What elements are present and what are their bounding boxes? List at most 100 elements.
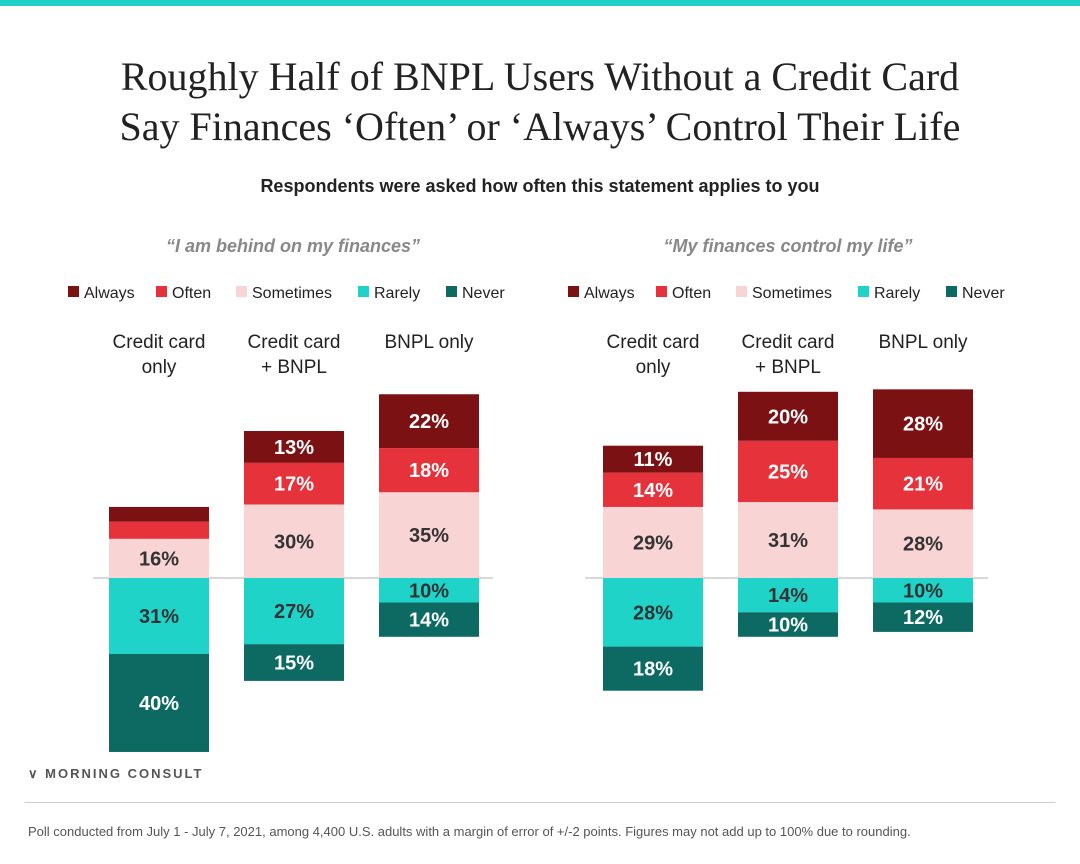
legend-label-never: Never [462, 285, 505, 302]
bar-sometimes [109, 538, 209, 578]
category-label: + BNPL [755, 357, 821, 378]
data-label-never: 15% [274, 653, 314, 675]
data-label-never: 10% [768, 615, 808, 637]
data-label-rarely: 31% [139, 606, 179, 628]
data-label-often: 18% [409, 460, 449, 482]
data-label-never: 18% [633, 659, 673, 681]
subtitle: Respondents were asked how often this st… [260, 176, 820, 196]
bar-never [379, 602, 479, 637]
title-line-1: Roughly Half of BNPL Users Without a Cre… [120, 54, 960, 99]
data-label-sometimes: 31% [768, 530, 808, 552]
data-label-sometimes: 28% [903, 534, 943, 556]
legend-swatch-always [568, 286, 579, 297]
data-label-sometimes: 16% [139, 548, 179, 570]
data-label-never: 40% [139, 693, 179, 715]
legend-label-sometimes: Sometimes [752, 285, 832, 302]
legend-label-rarely: Rarely [374, 285, 420, 302]
bar-sometimes [738, 502, 838, 578]
legend-swatch-rarely [358, 286, 369, 297]
top-accent-bar [0, 0, 1080, 6]
bar-always [603, 445, 703, 473]
data-label-always: 13% [274, 437, 314, 459]
category-label: Credit card [248, 332, 341, 353]
data-label-often: 21% [903, 474, 943, 496]
footnote: Poll conducted from July 1 - July 7, 202… [28, 824, 911, 839]
bar-rarely [738, 578, 838, 613]
legend-label-always: Always [584, 285, 635, 302]
category-label: BNPL only [878, 332, 968, 353]
category-label: Credit card [113, 332, 206, 353]
data-label-always: 22% [409, 411, 449, 433]
bar-always [109, 506, 209, 522]
data-label-rarely: 10% [409, 580, 449, 602]
bar-sometimes [603, 506, 703, 578]
bar-rarely [244, 578, 344, 645]
data-label-sometimes: 30% [274, 531, 314, 553]
title-line-2: Say Finances ‘Often’ or ‘Always’ Control… [119, 104, 961, 149]
data-label-rarely: 27% [274, 601, 314, 623]
bar-never [603, 646, 703, 691]
bar-often [244, 462, 344, 505]
bar-never [244, 644, 344, 681]
legend-label-sometimes: Sometimes [252, 285, 332, 302]
bar-rarely [873, 578, 973, 603]
legend-label-rarely: Rarely [874, 285, 920, 302]
divider [25, 802, 1055, 803]
bar-never [109, 653, 209, 752]
data-label-always: 20% [768, 406, 808, 428]
category-label: BNPL only [384, 332, 474, 353]
bar-rarely [379, 578, 479, 603]
brand-logo: ∨ MORNING CONSULT [28, 766, 203, 782]
data-label-rarely: 28% [633, 602, 673, 624]
category-label: only [142, 357, 177, 378]
bar-rarely [603, 578, 703, 647]
legend-swatch-rarely [858, 286, 869, 297]
category-label: only [636, 357, 671, 378]
bar-always [244, 431, 344, 463]
category-label: + BNPL [261, 357, 327, 378]
logo-icon: ∨ [28, 766, 46, 781]
data-label-never: 12% [903, 607, 943, 629]
bar-often [109, 521, 209, 539]
legend-swatch-always [68, 286, 79, 297]
panel-title: “I am behind on my finances” [166, 236, 420, 256]
chart-title: Roughly Half of BNPL Users Without a Cre… [0, 52, 1080, 152]
bar-never [738, 612, 838, 637]
bar-sometimes [873, 509, 973, 578]
bar-sometimes [244, 504, 344, 578]
legend-swatch-never [446, 286, 457, 297]
data-label-never: 14% [409, 610, 449, 632]
legend-label-often: Often [172, 285, 211, 302]
panel-title: “My finances control my life” [663, 236, 912, 256]
bar-never [873, 602, 973, 632]
bar-always [873, 389, 973, 458]
legend-swatch-sometimes [236, 286, 247, 297]
data-label-often: 25% [768, 461, 808, 483]
bar-often [379, 448, 479, 493]
bar-always [379, 394, 479, 449]
bar-sometimes [379, 492, 479, 578]
legend-label-often: Often [672, 285, 711, 302]
charts-svg: “I am behind on my finances” Always Often S… [68, 236, 1005, 752]
data-label-rarely: 10% [903, 580, 943, 602]
category-label: Credit card [742, 332, 835, 353]
data-label-always: 28% [903, 414, 943, 436]
data-label-rarely: 14% [768, 585, 808, 607]
legend-label-always: Always [84, 285, 135, 302]
data-label-always: 11% [634, 449, 673, 471]
data-label-often: 17% [274, 474, 314, 496]
bar-often [603, 472, 703, 507]
bar-often [738, 440, 838, 503]
data-label-sometimes: 35% [409, 525, 449, 547]
bar-always [738, 391, 838, 441]
legend-label-never: Never [962, 285, 1005, 302]
data-label-sometimes: 29% [633, 532, 673, 554]
legend-swatch-often [656, 286, 667, 297]
legend-swatch-sometimes [736, 286, 747, 297]
bar-often [873, 457, 973, 510]
legend-swatch-often [156, 286, 167, 297]
bar-rarely [109, 578, 209, 654]
brand-name: MORNING CONSULT [45, 766, 204, 781]
data-label-often: 14% [633, 480, 673, 502]
legend-swatch-never [946, 286, 957, 297]
